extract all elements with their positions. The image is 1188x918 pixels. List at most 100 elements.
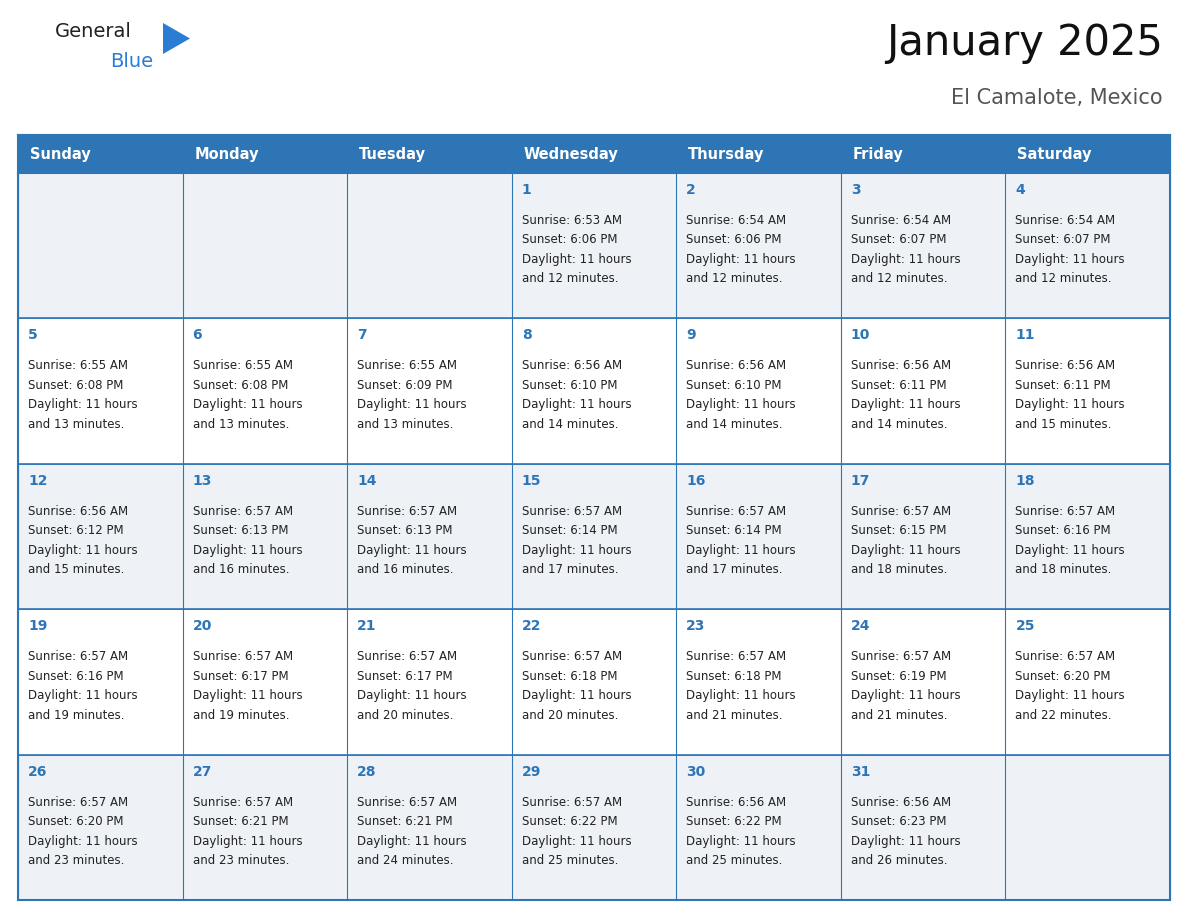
Text: 10: 10 (851, 329, 871, 342)
Text: Blue: Blue (110, 52, 153, 71)
Text: Sunrise: 6:57 AM: Sunrise: 6:57 AM (522, 650, 621, 663)
Text: and 13 minutes.: and 13 minutes. (29, 418, 125, 431)
Text: 30: 30 (687, 765, 706, 778)
Text: and 24 minutes.: and 24 minutes. (358, 854, 454, 868)
Text: Sunrise: 6:57 AM: Sunrise: 6:57 AM (192, 650, 292, 663)
Text: Daylight: 11 hours: Daylight: 11 hours (192, 834, 302, 847)
Text: Sunset: 6:18 PM: Sunset: 6:18 PM (522, 670, 618, 683)
Text: Sunrise: 6:57 AM: Sunrise: 6:57 AM (522, 505, 621, 518)
Text: and 14 minutes.: and 14 minutes. (851, 418, 947, 431)
Text: Daylight: 11 hours: Daylight: 11 hours (1016, 253, 1125, 266)
Text: Daylight: 11 hours: Daylight: 11 hours (522, 834, 631, 847)
Text: 8: 8 (522, 329, 531, 342)
Text: Daylight: 11 hours: Daylight: 11 hours (522, 689, 631, 702)
Bar (18, 319, 183, 464)
Text: El Camalote, Mexico: El Camalote, Mexico (952, 88, 1163, 108)
Text: Monday: Monday (195, 147, 259, 162)
Text: 14: 14 (358, 474, 377, 487)
Bar (18, 464, 183, 610)
Text: Sunset: 6:11 PM: Sunset: 6:11 PM (851, 379, 947, 392)
Text: and 14 minutes.: and 14 minutes. (522, 418, 618, 431)
Text: 11: 11 (1016, 329, 1035, 342)
Text: Sunset: 6:16 PM: Sunset: 6:16 PM (1016, 524, 1111, 537)
Text: Sunrise: 6:56 AM: Sunrise: 6:56 AM (29, 505, 128, 518)
Text: 13: 13 (192, 474, 211, 487)
Bar (183, 610, 347, 755)
Text: Daylight: 11 hours: Daylight: 11 hours (522, 398, 631, 411)
Text: Daylight: 11 hours: Daylight: 11 hours (851, 834, 960, 847)
Text: Sunset: 6:13 PM: Sunset: 6:13 PM (192, 524, 287, 537)
Text: Daylight: 11 hours: Daylight: 11 hours (522, 253, 631, 266)
Text: Daylight: 11 hours: Daylight: 11 hours (851, 398, 960, 411)
Bar (512, 464, 676, 610)
Text: and 26 minutes.: and 26 minutes. (851, 854, 947, 868)
Text: 16: 16 (687, 474, 706, 487)
Bar (512, 610, 676, 755)
Text: 20: 20 (192, 620, 211, 633)
Text: Sunset: 6:21 PM: Sunset: 6:21 PM (192, 815, 289, 828)
Text: Sunrise: 6:57 AM: Sunrise: 6:57 AM (358, 650, 457, 663)
Text: Sunrise: 6:57 AM: Sunrise: 6:57 AM (687, 650, 786, 663)
Bar (183, 464, 347, 610)
Text: 19: 19 (29, 620, 48, 633)
Text: Daylight: 11 hours: Daylight: 11 hours (192, 543, 302, 557)
Text: Sunrise: 6:55 AM: Sunrise: 6:55 AM (29, 360, 128, 373)
Text: Sunset: 6:22 PM: Sunset: 6:22 PM (687, 815, 782, 828)
Polygon shape (163, 23, 190, 54)
Text: Sunset: 6:11 PM: Sunset: 6:11 PM (1016, 379, 1111, 392)
Text: Sunset: 6:23 PM: Sunset: 6:23 PM (851, 815, 947, 828)
Text: Daylight: 11 hours: Daylight: 11 hours (1016, 543, 1125, 557)
Text: and 14 minutes.: and 14 minutes. (687, 418, 783, 431)
Text: Sunrise: 6:56 AM: Sunrise: 6:56 AM (687, 796, 786, 809)
Text: Sunrise: 6:56 AM: Sunrise: 6:56 AM (687, 360, 786, 373)
Text: Daylight: 11 hours: Daylight: 11 hours (851, 689, 960, 702)
Text: Daylight: 11 hours: Daylight: 11 hours (29, 543, 138, 557)
Text: and 25 minutes.: and 25 minutes. (687, 854, 783, 868)
Text: 3: 3 (851, 183, 860, 197)
Text: Daylight: 11 hours: Daylight: 11 hours (687, 398, 796, 411)
Text: and 17 minutes.: and 17 minutes. (522, 564, 618, 577)
Text: 27: 27 (192, 765, 211, 778)
Text: and 20 minutes.: and 20 minutes. (358, 709, 454, 722)
Text: Sunrise: 6:57 AM: Sunrise: 6:57 AM (29, 650, 128, 663)
Text: Sunday: Sunday (30, 147, 90, 162)
Text: and 16 minutes.: and 16 minutes. (192, 564, 289, 577)
Text: Daylight: 11 hours: Daylight: 11 hours (29, 398, 138, 411)
Text: Sunrise: 6:57 AM: Sunrise: 6:57 AM (522, 796, 621, 809)
Text: Sunset: 6:06 PM: Sunset: 6:06 PM (687, 233, 782, 247)
Text: Sunset: 6:19 PM: Sunset: 6:19 PM (851, 670, 947, 683)
Text: and 23 minutes.: and 23 minutes. (29, 854, 125, 868)
Text: and 21 minutes.: and 21 minutes. (851, 709, 947, 722)
Text: Daylight: 11 hours: Daylight: 11 hours (1016, 398, 1125, 411)
Text: Sunset: 6:10 PM: Sunset: 6:10 PM (522, 379, 618, 392)
Text: Daylight: 11 hours: Daylight: 11 hours (1016, 689, 1125, 702)
Bar (841, 135, 1005, 173)
Text: Sunrise: 6:53 AM: Sunrise: 6:53 AM (522, 214, 621, 227)
Text: Sunrise: 6:56 AM: Sunrise: 6:56 AM (851, 360, 950, 373)
Text: 12: 12 (29, 474, 48, 487)
Bar (183, 135, 347, 173)
Bar (841, 464, 1005, 610)
Text: Sunset: 6:17 PM: Sunset: 6:17 PM (192, 670, 289, 683)
Text: Sunset: 6:22 PM: Sunset: 6:22 PM (522, 815, 618, 828)
Text: Sunset: 6:17 PM: Sunset: 6:17 PM (358, 670, 453, 683)
Text: Sunrise: 6:57 AM: Sunrise: 6:57 AM (687, 505, 786, 518)
Text: Sunset: 6:08 PM: Sunset: 6:08 PM (29, 379, 124, 392)
Text: Sunset: 6:07 PM: Sunset: 6:07 PM (1016, 233, 1111, 247)
Bar (1005, 135, 1170, 173)
Bar (676, 755, 841, 900)
Text: Daylight: 11 hours: Daylight: 11 hours (192, 398, 302, 411)
Bar (18, 135, 1170, 900)
Text: Sunset: 6:09 PM: Sunset: 6:09 PM (358, 379, 453, 392)
Text: 18: 18 (1016, 474, 1035, 487)
Text: Daylight: 11 hours: Daylight: 11 hours (687, 689, 796, 702)
Text: Sunrise: 6:56 AM: Sunrise: 6:56 AM (1016, 360, 1116, 373)
Text: Sunrise: 6:56 AM: Sunrise: 6:56 AM (522, 360, 621, 373)
Bar (347, 319, 512, 464)
Text: and 25 minutes.: and 25 minutes. (522, 854, 618, 868)
Bar (18, 173, 183, 319)
Bar (183, 755, 347, 900)
Bar (841, 173, 1005, 319)
Bar (1005, 755, 1170, 900)
Text: Sunset: 6:20 PM: Sunset: 6:20 PM (1016, 670, 1111, 683)
